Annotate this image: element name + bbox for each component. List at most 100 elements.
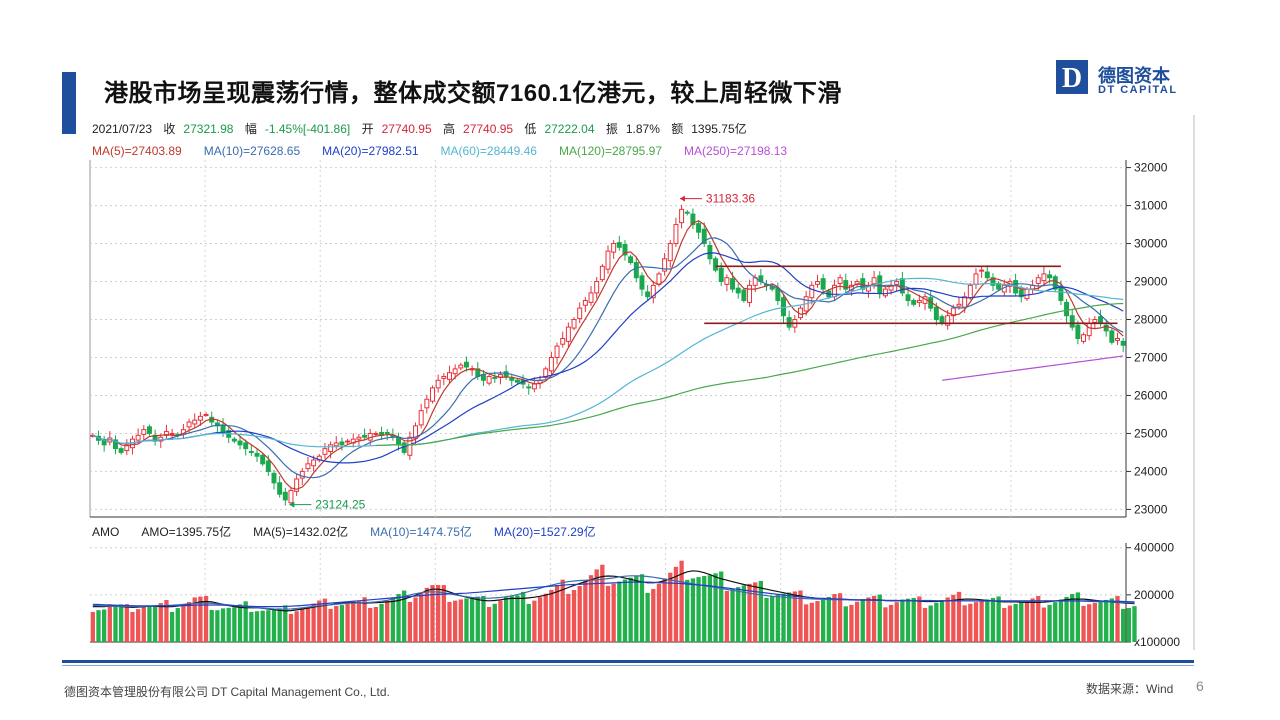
- candle-body: [435, 379, 441, 389]
- volume-bar: [339, 605, 345, 642]
- candle-body: [730, 278, 736, 290]
- volume-bar: [554, 584, 560, 642]
- candle-body: [560, 338, 566, 345]
- volume-bar: [905, 598, 911, 642]
- volume-bar: [815, 601, 820, 642]
- ma120-line: [375, 302, 1124, 447]
- volume-bar: [945, 597, 950, 642]
- volume-bar: [662, 578, 667, 642]
- candle-body: [430, 387, 435, 402]
- amo-legend-item-1: AMO=1395.75亿: [141, 525, 232, 539]
- volume-bar: [209, 609, 214, 642]
- candle-body: [509, 377, 515, 381]
- ma-legend-item-5: MA(250)=27198.13: [684, 144, 788, 158]
- volume-bar: [571, 590, 577, 642]
- ma20-line: [92, 252, 1124, 464]
- volume-bar: [622, 579, 628, 642]
- change-label: 幅: [244, 122, 257, 136]
- volume-bar: [679, 560, 684, 642]
- footer-source: 数据来源：Wind: [1086, 682, 1174, 696]
- ma-legend-item-0: MA(5)=27403.89: [92, 144, 182, 158]
- ma-legend-item-4: MA(120)=28795.97: [558, 144, 663, 158]
- volume-bar: [118, 604, 124, 642]
- volume-bar: [254, 611, 260, 642]
- volume-bar: [656, 583, 662, 642]
- volume-bar: [311, 603, 316, 642]
- candle-body: [724, 277, 730, 285]
- candle-body: [260, 454, 266, 465]
- main-tick-label: 25000: [1134, 426, 1168, 440]
- candle-body: [701, 228, 707, 245]
- page-title: 港股市场呈现震荡行情，整体成交额7160.1亿港元，较上周轻微下滑: [104, 80, 842, 107]
- volume-bar: [628, 577, 633, 642]
- candle-body: [373, 432, 379, 435]
- candle-body: [786, 317, 792, 328]
- volume-bar: [645, 592, 650, 642]
- volume-bar: [169, 611, 175, 642]
- candle-body: [735, 287, 741, 294]
- volume-bar: [186, 601, 192, 642]
- volume-bar: [232, 607, 237, 642]
- volume-bar: [283, 605, 288, 642]
- candle-body: [667, 243, 673, 262]
- volume-bar: [753, 582, 758, 642]
- volume-bar: [1109, 598, 1114, 642]
- candle-body: [282, 491, 288, 501]
- volume-bar: [356, 600, 362, 642]
- volume-bar: [317, 600, 322, 642]
- volume-bar: [407, 601, 413, 642]
- volume-bar: [696, 577, 701, 642]
- candle-body: [135, 434, 141, 441]
- volume-bar: [651, 588, 656, 642]
- volume-bar: [1126, 608, 1131, 642]
- volume-bar: [368, 607, 373, 642]
- candle-body: [594, 281, 600, 294]
- candle-body: [254, 452, 260, 457]
- candle-body: [984, 271, 990, 279]
- amount-label: 额: [671, 122, 684, 136]
- vol-tick-label: 400000: [1134, 541, 1174, 555]
- volume-bar: [373, 606, 379, 642]
- volume-bar: [560, 579, 565, 642]
- logo-d-icon: D: [1062, 63, 1082, 94]
- candle-body: [1103, 324, 1109, 332]
- amp-label: 振: [605, 122, 618, 136]
- candle-body: [747, 284, 753, 303]
- volume-bar: [611, 583, 616, 642]
- volume-bar: [498, 600, 503, 642]
- volume-bar: [566, 593, 571, 642]
- candle-body: [650, 284, 656, 299]
- candle-body: [894, 281, 900, 285]
- candle-body: [271, 472, 277, 484]
- close-label: 收: [163, 122, 176, 136]
- open-label: 开: [361, 122, 374, 136]
- volume-bar: [300, 608, 305, 642]
- annotation-label: 31183.36: [706, 192, 755, 206]
- amp-value: 1.87%: [625, 122, 660, 136]
- candle-body: [447, 372, 452, 380]
- volume-bar: [962, 605, 967, 642]
- candle-body: [243, 442, 249, 450]
- candle-body: [288, 489, 294, 504]
- volume-bar: [124, 604, 129, 642]
- candle-body: [577, 307, 583, 320]
- volume-bar: [549, 590, 554, 642]
- candle-body: [741, 289, 747, 302]
- candle-body: [814, 281, 820, 285]
- volume-bar: [605, 585, 611, 642]
- candle-body: [1064, 301, 1070, 317]
- candle-body: [548, 356, 554, 372]
- candle-body: [328, 444, 334, 452]
- annotation-arrowhead: [679, 195, 685, 202]
- volume-bar: [492, 603, 497, 642]
- candle-body: [950, 307, 956, 317]
- candle-body: [554, 345, 560, 358]
- volume-bar: [724, 590, 730, 642]
- candle-body: [197, 415, 203, 421]
- ma60-line: [92, 277, 1124, 448]
- candle-body: [882, 288, 888, 297]
- volume-bar: [951, 594, 956, 642]
- quote-date: 2021/07/23: [92, 122, 153, 136]
- volume-bar: [413, 597, 418, 642]
